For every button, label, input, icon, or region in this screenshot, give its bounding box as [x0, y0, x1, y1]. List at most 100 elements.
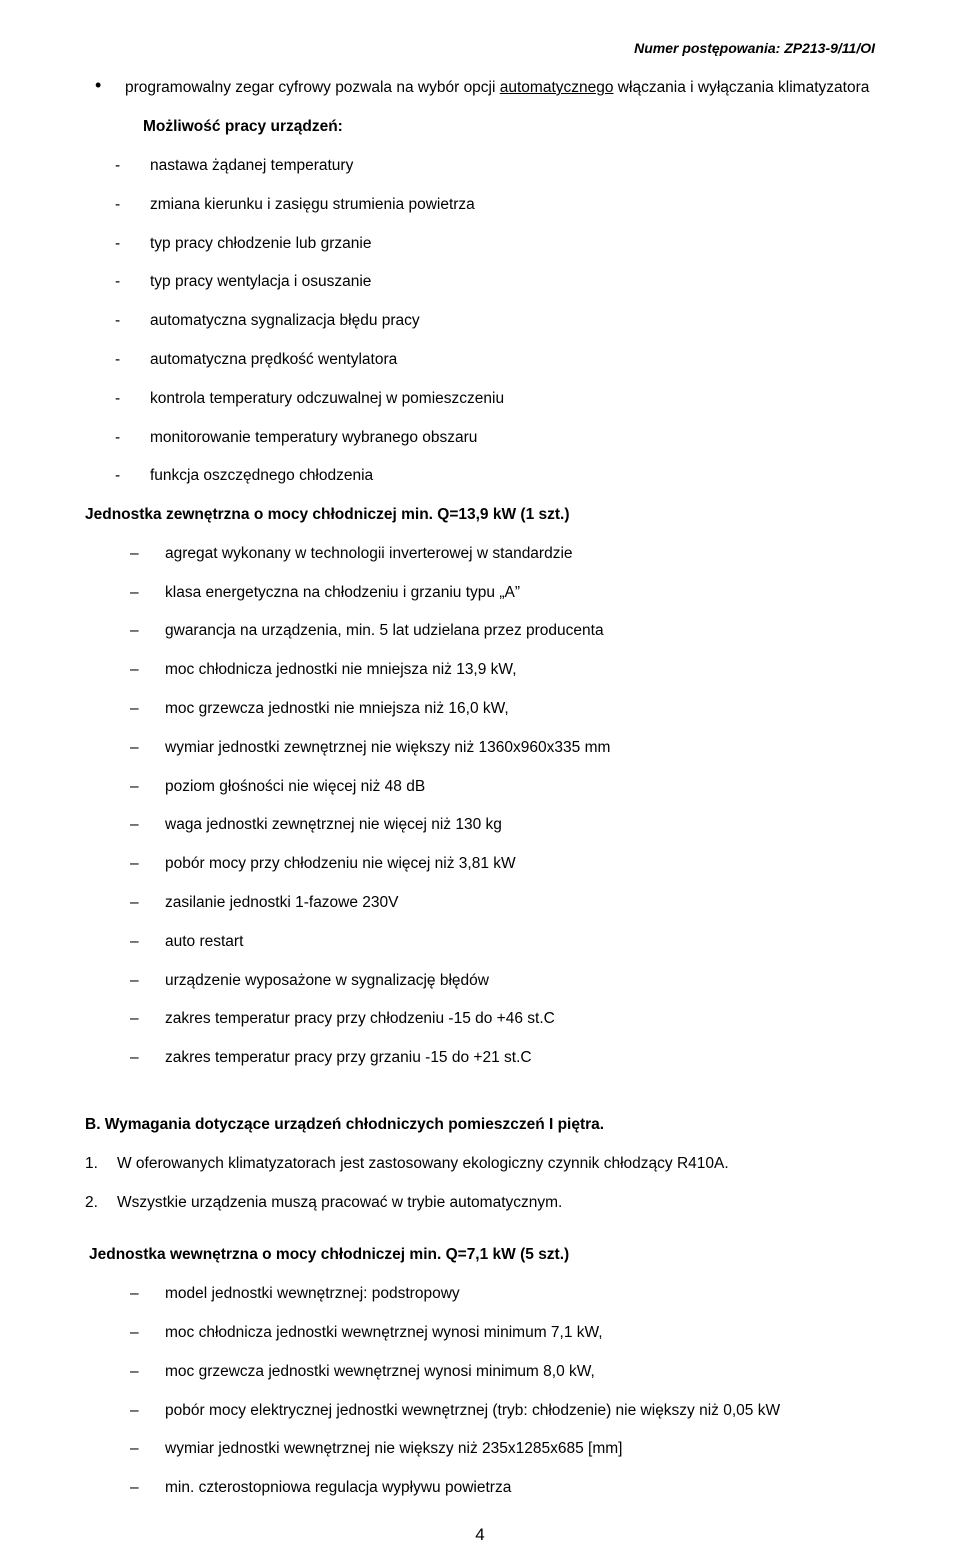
- ndash-text: zakres temperatur pracy przy chłodzeniu …: [165, 1007, 555, 1032]
- ndash-text: agregat wykonany w technologii invertero…: [165, 542, 573, 567]
- dash-item: -zmiana kierunku i zasięgu strumienia po…: [85, 193, 875, 218]
- page-number: 4: [85, 1525, 875, 1545]
- ndash-icon: –: [130, 1007, 165, 1032]
- dash-item: -funkcja oszczędnego chłodzenia: [85, 464, 875, 489]
- header-proc-number: Numer postępowania: ZP213-9/11/OI: [85, 40, 875, 56]
- ndash-item: –waga jednostki zewnętrznej nie więcej n…: [85, 813, 875, 838]
- ndash-icon: –: [130, 542, 165, 567]
- ndash-icon: –: [130, 1321, 165, 1346]
- dash-icon: -: [115, 464, 150, 489]
- intro-bullet: • programowalny zegar cyfrowy pozwala na…: [85, 74, 875, 101]
- dash-icon: -: [115, 154, 150, 179]
- ndash-item: –auto restart: [85, 930, 875, 955]
- ndash-icon: –: [130, 1282, 165, 1307]
- ndash-icon: –: [130, 658, 165, 683]
- number-mark: 2.: [85, 1191, 117, 1216]
- numbered-text: W oferowanych klimatyzatorach jest zasto…: [117, 1152, 729, 1177]
- dash-text: automatyczna prędkość wentylatora: [150, 348, 397, 373]
- dash-text: monitorowanie temperatury wybranego obsz…: [150, 426, 477, 451]
- ndash-item: –moc chłodnicza jednostki nie mniejsza n…: [85, 658, 875, 683]
- ndash-item: –urządzenie wyposażone w sygnalizację bł…: [85, 969, 875, 994]
- ndash-text: urządzenie wyposażone w sygnalizację błę…: [165, 969, 489, 994]
- ndash-item: –zakres temperatur pracy przy chłodzeniu…: [85, 1007, 875, 1032]
- dash-text: typ pracy chłodzenie lub grzanie: [150, 232, 371, 257]
- ndash-item: –pobór mocy elektrycznej jednostki wewnę…: [85, 1399, 875, 1424]
- dash-item: -typ pracy wentylacja i osuszanie: [85, 270, 875, 295]
- bullet-icon: •: [85, 74, 125, 94]
- intro-underline: automatycznego: [500, 79, 614, 96]
- dash-item: -typ pracy chłodzenie lub grzanie: [85, 232, 875, 257]
- ndash-item: –model jednostki wewnętrznej: podstropow…: [85, 1282, 875, 1307]
- ndash-icon: –: [130, 619, 165, 644]
- intro-pre: programowalny zegar cyfrowy pozwala na w…: [125, 79, 500, 96]
- ndash-text: klasa energetyczna na chłodzeniu i grzan…: [165, 581, 520, 606]
- internal-unit-heading: Jednostka wewnętrzna o mocy chłodniczej …: [85, 1243, 875, 1268]
- ndash-icon: –: [130, 1360, 165, 1385]
- ndash-text: auto restart: [165, 930, 243, 955]
- ndash-icon: –: [130, 581, 165, 606]
- ndash-icon: –: [130, 930, 165, 955]
- dash-text: automatyczna sygnalizacja błędu pracy: [150, 309, 420, 334]
- ndash-icon: –: [130, 775, 165, 800]
- ndash-item: –wymiar jednostki wewnętrznej nie większ…: [85, 1437, 875, 1462]
- ndash-icon: –: [130, 852, 165, 877]
- ndash-item: –moc grzewcza jednostki nie mniejsza niż…: [85, 697, 875, 722]
- ndash-icon: –: [130, 1476, 165, 1501]
- dash-text: nastawa żądanej temperatury: [150, 154, 353, 179]
- dash-item: -nastawa żądanej temperatury: [85, 154, 875, 179]
- ndash-icon: –: [130, 891, 165, 916]
- dash-text: zmiana kierunku i zasięgu strumienia pow…: [150, 193, 475, 218]
- ndash-icon: –: [130, 736, 165, 761]
- ndash-text: pobór mocy elektrycznej jednostki wewnęt…: [165, 1399, 780, 1424]
- ndash-text: moc grzewcza jednostki nie mniejsza niż …: [165, 697, 509, 722]
- dash-item: -kontrola temperatury odczuwalnej w pomi…: [85, 387, 875, 412]
- intro-text: programowalny zegar cyfrowy pozwala na w…: [125, 74, 869, 101]
- ndash-text: moc chłodnicza jednostki wewnętrznej wyn…: [165, 1321, 603, 1346]
- ndash-icon: –: [130, 1437, 165, 1462]
- ndash-text: wymiar jednostki wewnętrznej nie większy…: [165, 1437, 622, 1462]
- ndash-icon: –: [130, 969, 165, 994]
- dash-icon: -: [115, 193, 150, 218]
- dash-icon: -: [115, 309, 150, 334]
- ndash-item: –moc grzewcza jednostki wewnętrznej wyno…: [85, 1360, 875, 1385]
- intro-post: włączania i wyłączania klimatyzatora: [614, 79, 870, 96]
- ndash-text: moc grzewcza jednostki wewnętrznej wynos…: [165, 1360, 595, 1385]
- ndash-item: –agregat wykonany w technologii inverter…: [85, 542, 875, 567]
- numbered-item: 1.W oferowanych klimatyzatorach jest zas…: [85, 1152, 875, 1177]
- ndash-text: poziom głośności nie więcej niż 48 dB: [165, 775, 425, 800]
- ndash-item: –wymiar jednostki zewnętrznej nie większ…: [85, 736, 875, 761]
- dash-text: kontrola temperatury odczuwalnej w pomie…: [150, 387, 504, 412]
- dash-item: -automatyczna prędkość wentylatora: [85, 348, 875, 373]
- dash-text: funkcja oszczędnego chłodzenia: [150, 464, 373, 489]
- ndash-text: zakres temperatur pracy przy grzaniu -15…: [165, 1046, 532, 1071]
- ndash-text: moc chłodnicza jednostki nie mniejsza ni…: [165, 658, 517, 683]
- ndash-item: –poziom głośności nie więcej niż 48 dB: [85, 775, 875, 800]
- ndash-item: –min. czterostopniowa regulacja wypływu …: [85, 1476, 875, 1501]
- dash-icon: -: [115, 426, 150, 451]
- dash-icon: -: [115, 270, 150, 295]
- dash-text: typ pracy wentylacja i osuszanie: [150, 270, 371, 295]
- capabilities-heading: Możliwość pracy urządzeń:: [85, 115, 875, 140]
- ndash-text: gwarancja na urządzenia, min. 5 lat udzi…: [165, 619, 604, 644]
- external-unit-heading: Jednostka zewnętrzna o mocy chłodniczej …: [85, 503, 875, 528]
- ndash-icon: –: [130, 1046, 165, 1071]
- number-mark: 1.: [85, 1152, 117, 1177]
- dash-item: -automatyczna sygnalizacja błędu pracy: [85, 309, 875, 334]
- ndash-text: min. czterostopniowa regulacja wypływu p…: [165, 1476, 511, 1501]
- ndash-item: –gwarancja na urządzenia, min. 5 lat udz…: [85, 619, 875, 644]
- dash-icon: -: [115, 348, 150, 373]
- ndash-icon: –: [130, 697, 165, 722]
- page: Numer postępowania: ZP213-9/11/OI • prog…: [0, 0, 960, 1565]
- ndash-item: –zasilanie jednostki 1-fazowe 230V: [85, 891, 875, 916]
- ndash-text: model jednostki wewnętrznej: podstropowy: [165, 1282, 460, 1307]
- numbered-item: 2.Wszystkie urządzenia muszą pracować w …: [85, 1191, 875, 1216]
- ndash-text: zasilanie jednostki 1-fazowe 230V: [165, 891, 399, 916]
- ndash-item: –zakres temperatur pracy przy grzaniu -1…: [85, 1046, 875, 1071]
- ndash-text: wymiar jednostki zewnętrznej nie większy…: [165, 736, 610, 761]
- ndash-item: –pobór mocy przy chłodzeniu nie więcej n…: [85, 852, 875, 877]
- ndash-icon: –: [130, 813, 165, 838]
- ndash-text: pobór mocy przy chłodzeniu nie więcej ni…: [165, 852, 516, 877]
- numbered-text: Wszystkie urządzenia muszą pracować w tr…: [117, 1191, 562, 1216]
- dash-item: -monitorowanie temperatury wybranego obs…: [85, 426, 875, 451]
- dash-icon: -: [115, 232, 150, 257]
